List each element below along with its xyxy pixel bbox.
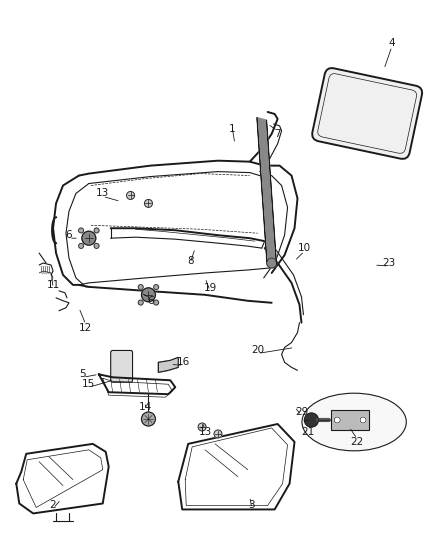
Circle shape: [127, 191, 134, 199]
Circle shape: [334, 417, 340, 423]
Text: 4: 4: [389, 38, 395, 49]
Text: 12: 12: [79, 322, 92, 333]
Circle shape: [78, 228, 84, 233]
Circle shape: [141, 288, 155, 302]
Circle shape: [82, 231, 96, 245]
Text: 2: 2: [50, 500, 57, 511]
Circle shape: [154, 285, 159, 289]
Text: 3: 3: [248, 500, 255, 511]
Text: 16: 16: [177, 358, 190, 367]
Circle shape: [94, 228, 99, 233]
Circle shape: [304, 413, 318, 427]
Text: 13: 13: [198, 427, 212, 437]
Text: 19: 19: [203, 283, 217, 293]
Circle shape: [214, 430, 222, 438]
Text: 7: 7: [274, 129, 281, 139]
Circle shape: [154, 300, 159, 305]
Text: 22: 22: [350, 437, 364, 447]
Circle shape: [198, 423, 206, 431]
Bar: [331, 410, 369, 430]
Text: 29: 29: [295, 407, 308, 417]
Circle shape: [94, 244, 99, 248]
Circle shape: [138, 285, 143, 289]
Text: 6: 6: [147, 296, 154, 306]
Circle shape: [141, 412, 155, 426]
Text: 1: 1: [229, 124, 235, 134]
Circle shape: [145, 199, 152, 207]
Circle shape: [138, 300, 143, 305]
Circle shape: [267, 258, 277, 268]
Text: 11: 11: [46, 280, 60, 290]
Text: 8: 8: [187, 256, 194, 266]
Text: 20: 20: [251, 345, 264, 356]
Circle shape: [78, 244, 84, 248]
Text: 6: 6: [66, 230, 72, 240]
Text: 23: 23: [382, 258, 396, 268]
Text: 21: 21: [301, 427, 314, 437]
Text: 14: 14: [139, 402, 152, 412]
FancyBboxPatch shape: [111, 351, 133, 382]
Polygon shape: [257, 118, 276, 264]
FancyBboxPatch shape: [312, 68, 422, 159]
Text: 10: 10: [298, 243, 311, 253]
Ellipse shape: [302, 393, 406, 451]
Text: 5: 5: [80, 369, 86, 379]
Polygon shape: [159, 358, 178, 373]
Circle shape: [360, 417, 366, 423]
Text: 15: 15: [82, 379, 95, 389]
Text: 13: 13: [96, 189, 110, 198]
